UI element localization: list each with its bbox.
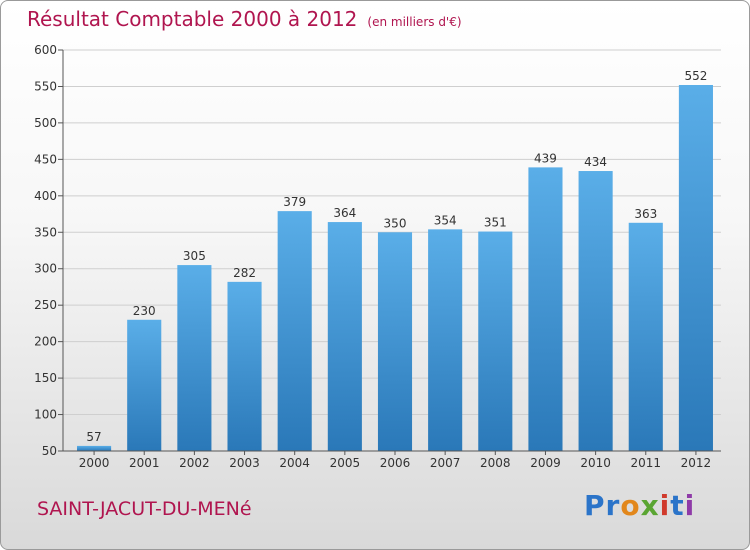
bar [428,229,463,451]
data-label: 57 [86,430,101,444]
data-label: 230 [133,304,156,318]
chart-title: Résultat Comptable 2000 à 2012 (en millie… [27,7,462,31]
x-tick-label: 2002 [179,456,210,470]
logo-letter: P [584,489,606,522]
y-tick-label: 350 [34,225,57,239]
data-label: 364 [333,206,356,220]
bars: 57 230 305 282 379 364 350 354 351 439 434 363 552 [77,69,713,451]
bar [528,167,563,451]
data-label: 351 [484,216,507,230]
data-label: 282 [233,266,256,280]
x-tick-label: 2008 [480,456,511,470]
bar [177,265,212,451]
y-tick-label: 500 [34,116,57,130]
logo-letter: r [605,489,621,522]
bar [628,222,663,451]
bar [127,319,162,451]
y-tick-label: 300 [34,262,57,276]
y-tick-label: 200 [34,335,57,349]
logo-letter: i [659,489,671,522]
bar [678,84,713,451]
logo-letter: t [670,489,685,522]
chart-title-text: Résultat Comptable 2000 à 2012 [27,7,358,31]
x-tick-label: 2007 [430,456,461,470]
y-tick-label: 550 [34,79,57,93]
bar [227,281,262,451]
data-label: 354 [434,213,457,227]
y-tick-label: 100 [34,408,57,422]
bar [327,222,362,451]
logo-letter: x [640,489,660,522]
y-tick-label: 50 [42,444,57,458]
bar [77,445,112,451]
data-label: 363 [634,207,657,221]
x-tick-label: 2010 [580,456,611,470]
data-label: 439 [534,151,557,165]
x-tick-label: 2001 [129,456,160,470]
data-label: 305 [183,249,206,263]
x-tick-label: 2005 [330,456,361,470]
bar [377,232,413,451]
data-label: 552 [684,69,707,83]
y-tick-label: 150 [34,371,57,385]
x-tick-label: 2012 [681,456,712,470]
logo-letter: i [684,489,696,522]
bar [277,211,312,451]
x-tick-label: 2000 [79,456,110,470]
y-tick-label: 250 [34,298,57,312]
data-label: 434 [584,155,607,169]
x-tick-label: 2006 [380,456,411,470]
y-tick-label: 600 [34,43,57,57]
chart-subtitle: (en milliers d'€) [367,15,462,29]
x-tick-label: 2003 [229,456,260,470]
data-label: 350 [384,216,407,230]
axes: 50 100 150 200 250 300 350 400 450 500 550 600 2000 2… [34,43,721,470]
bar [578,171,613,451]
y-tick-label: 450 [34,152,57,166]
logo-letter: o [620,489,641,522]
data-label: 379 [283,195,306,209]
x-tick-label: 2009 [530,456,561,470]
town-name: SAINT-JACUT-DU-MENé [37,498,252,520]
x-tick-label: 2004 [279,456,310,470]
proxiti-logo: Proxiti [584,489,695,522]
y-tick-label: 400 [34,189,57,203]
x-tick-label: 2011 [630,456,661,470]
bar [478,231,513,451]
